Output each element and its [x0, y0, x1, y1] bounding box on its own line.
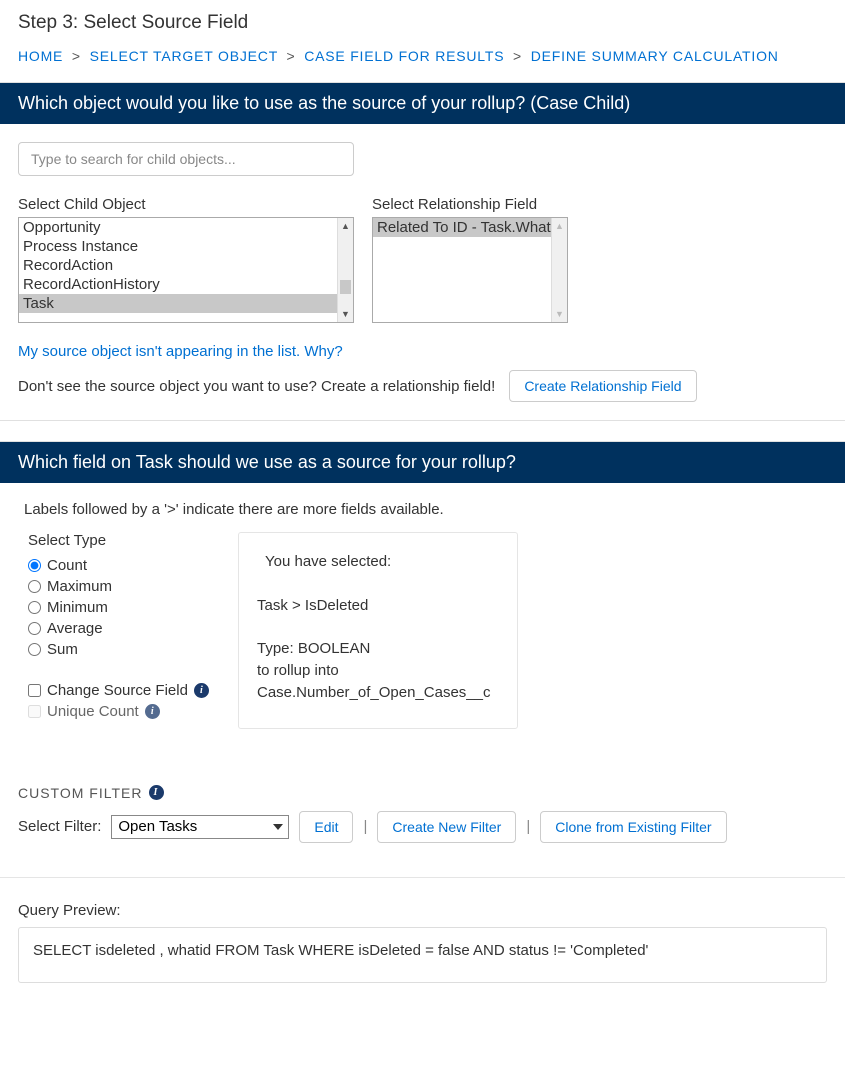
- child-item-task[interactable]: Task: [19, 294, 337, 313]
- breadcrumb-sep: >: [283, 48, 300, 64]
- info-icon[interactable]: i: [145, 704, 160, 719]
- child-search-input[interactable]: [18, 142, 354, 176]
- step-title: Step 3: Select Source Field: [0, 0, 845, 44]
- type-sum[interactable]: Sum: [28, 639, 218, 660]
- selection-target: Case.Number_of_Open_Cases__c: [257, 682, 499, 704]
- child-item-process[interactable]: Process Instance: [19, 237, 337, 256]
- rel-listbox-scrollbar[interactable]: ▲ ▼: [551, 218, 567, 322]
- breadcrumb-summary[interactable]: DEFINE SUMMARY CALCULATION: [531, 48, 779, 64]
- scroll-up-icon[interactable]: ▲: [338, 218, 353, 234]
- filter-select[interactable]: Open Tasks: [111, 815, 289, 839]
- type-count[interactable]: Count: [28, 555, 218, 576]
- divider: |: [526, 818, 530, 835]
- field-hint: Labels followed by a '>' indicate there …: [18, 501, 827, 532]
- change-source-check[interactable]: Change Source Field i: [28, 680, 218, 701]
- info-icon[interactable]: i: [194, 683, 209, 698]
- breadcrumb: HOME > SELECT TARGET OBJECT > CASE FIELD…: [0, 44, 845, 82]
- query-preview: SELECT isdeleted , whatid FROM Task WHER…: [18, 927, 827, 983]
- filter-select-label: Select Filter:: [18, 818, 101, 835]
- scroll-thumb[interactable]: [340, 280, 351, 294]
- relationship-listbox[interactable]: Related To ID - Task.WhatId ▲ ▼: [372, 217, 568, 323]
- child-object-listbox[interactable]: Opportunity Process Instance RecordActio…: [18, 217, 354, 323]
- edit-filter-button[interactable]: Edit: [299, 811, 353, 843]
- source-object-panel: Which object would you like to use as th…: [0, 82, 845, 421]
- create-relationship-button[interactable]: Create Relationship Field: [509, 370, 696, 402]
- selection-path: Task > IsDeleted: [257, 595, 499, 617]
- selection-summary: You have selected: Task > IsDeleted Type…: [238, 532, 518, 729]
- type-minimum[interactable]: Minimum: [28, 597, 218, 618]
- breadcrumb-casefield[interactable]: CASE FIELD FOR RESULTS: [304, 48, 504, 64]
- scroll-up-icon: ▲: [552, 218, 567, 234]
- create-filter-button[interactable]: Create New Filter: [377, 811, 516, 843]
- unique-count-check[interactable]: Unique Count i: [28, 701, 218, 722]
- breadcrumb-sep: >: [509, 48, 526, 64]
- info-icon[interactable]: i: [149, 785, 164, 800]
- child-object-label: Select Child Object: [18, 196, 354, 213]
- type-maximum[interactable]: Maximum: [28, 576, 218, 597]
- query-label: Query Preview:: [18, 902, 827, 919]
- custom-filter-title: CUSTOM FILTER i: [18, 785, 827, 801]
- child-item-recordaction[interactable]: RecordAction: [19, 256, 337, 275]
- source-missing-link[interactable]: My source object isn't appearing in the …: [18, 343, 343, 360]
- breadcrumb-sep: >: [68, 48, 85, 64]
- child-listbox-scrollbar[interactable]: ▲ ▼: [337, 218, 353, 322]
- breadcrumb-home[interactable]: HOME: [18, 48, 63, 64]
- scroll-down-icon: ▼: [552, 306, 567, 322]
- type-label: Select Type: [28, 532, 218, 549]
- type-average[interactable]: Average: [28, 618, 218, 639]
- divider: |: [363, 818, 367, 835]
- breadcrumb-target[interactable]: SELECT TARGET OBJECT: [90, 48, 278, 64]
- selection-title: You have selected:: [257, 551, 499, 573]
- clone-filter-button[interactable]: Clone from Existing Filter: [540, 811, 726, 843]
- panel2-header: Which field on Task should we use as a s…: [0, 442, 845, 483]
- source-field-panel: Which field on Task should we use as a s…: [0, 441, 845, 1001]
- scroll-down-icon[interactable]: ▼: [338, 306, 353, 322]
- selection-rollup: to rollup into: [257, 660, 499, 682]
- selection-type: Type: BOOLEAN: [257, 638, 499, 660]
- child-item-opportunity[interactable]: Opportunity: [19, 218, 337, 237]
- create-relationship-hint: Don't see the source object you want to …: [18, 378, 495, 395]
- relationship-label: Select Relationship Field: [372, 196, 568, 213]
- child-item-recordactionhistory[interactable]: RecordActionHistory: [19, 275, 337, 294]
- rel-item-whatid[interactable]: Related To ID - Task.WhatId: [373, 218, 551, 237]
- panel1-header: Which object would you like to use as th…: [0, 83, 845, 124]
